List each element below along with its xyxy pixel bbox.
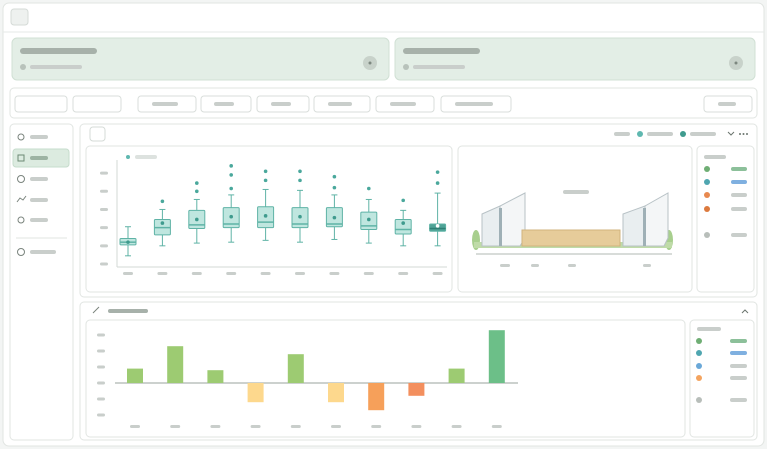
x-tick-label <box>329 272 340 275</box>
dropdown[interactable] <box>72 95 122 113</box>
y-tick <box>97 397 105 401</box>
x-tick-label <box>290 425 301 428</box>
legend <box>704 155 747 238</box>
x-tick-label <box>250 425 261 428</box>
x-tick-label <box>130 425 140 428</box>
outlier <box>332 174 337 179</box>
y-tick <box>100 207 108 211</box>
mean <box>126 240 130 244</box>
illustration <box>472 190 673 267</box>
bar <box>127 368 143 383</box>
panel-toolbar <box>614 131 748 137</box>
mean <box>195 217 199 222</box>
y-tick <box>97 349 105 353</box>
bar-panel-header <box>92 306 749 314</box>
outlier <box>401 198 406 203</box>
mean <box>160 221 165 225</box>
bar <box>408 383 425 396</box>
box <box>394 218 412 235</box>
outlier <box>435 170 440 174</box>
y-tick <box>97 413 105 417</box>
x-tick-label <box>226 272 237 275</box>
mean <box>263 214 268 218</box>
outlier <box>435 181 440 185</box>
bar <box>368 383 385 411</box>
bar <box>448 368 465 383</box>
charts <box>97 160 518 428</box>
outlier <box>195 189 199 194</box>
outlier <box>229 164 233 168</box>
mean <box>435 224 440 228</box>
x-tick-label <box>451 425 462 428</box>
bar-chart-panel <box>85 319 686 438</box>
dropdown[interactable] <box>14 95 68 113</box>
x-tick-label <box>491 425 502 428</box>
x-tick-label <box>331 425 341 428</box>
illustration-panel <box>457 145 693 293</box>
bar <box>247 383 264 403</box>
outlier <box>229 186 233 191</box>
mean <box>298 214 302 219</box>
y-tick <box>100 189 108 193</box>
y-tick <box>97 333 105 337</box>
outlier <box>229 173 233 177</box>
collapse-button[interactable] <box>741 309 749 314</box>
x-tick-label <box>295 272 305 275</box>
legend-dot <box>126 155 130 159</box>
outlier <box>298 178 302 183</box>
bar <box>488 330 505 383</box>
outlier <box>195 181 199 185</box>
y-tick <box>100 171 108 175</box>
legend-panel <box>689 319 755 438</box>
bar <box>328 383 344 403</box>
x-tick-label <box>210 425 221 428</box>
mean <box>401 221 406 225</box>
x-tick-label <box>363 272 374 275</box>
summary-card[interactable] <box>394 37 756 81</box>
outlier <box>263 169 268 174</box>
outlier <box>367 186 371 191</box>
outlier <box>263 178 268 183</box>
x-tick-label <box>398 272 409 275</box>
x-tick-label <box>411 425 422 428</box>
mean <box>332 215 337 220</box>
y-tick <box>97 365 105 369</box>
mean <box>229 214 233 219</box>
bar <box>287 354 304 383</box>
legend <box>696 327 747 403</box>
outlier <box>332 185 337 190</box>
y-tick <box>100 226 108 230</box>
legend-placeholder <box>135 155 157 159</box>
x-tick-label <box>157 272 168 275</box>
outlier <box>160 199 165 204</box>
bar <box>167 346 184 383</box>
menu-button[interactable] <box>10 8 29 26</box>
box <box>429 223 447 232</box>
x-tick-label <box>371 425 382 428</box>
nav-items <box>16 133 67 256</box>
sidebar <box>9 123 74 441</box>
x-tick-label <box>260 272 271 275</box>
summary-card[interactable] <box>11 37 390 81</box>
y-tick <box>100 244 108 248</box>
filter-placeholders <box>152 102 736 106</box>
x-tick-label <box>123 272 133 275</box>
refresh-button[interactable] <box>89 126 106 142</box>
mean <box>367 217 371 222</box>
outlier <box>298 169 302 174</box>
x-tick-label <box>191 272 202 275</box>
y-tick <box>97 381 105 385</box>
x-tick-label <box>432 272 443 275</box>
y-tick <box>100 262 108 266</box>
x-tick-label <box>170 425 181 428</box>
bar <box>207 370 224 383</box>
